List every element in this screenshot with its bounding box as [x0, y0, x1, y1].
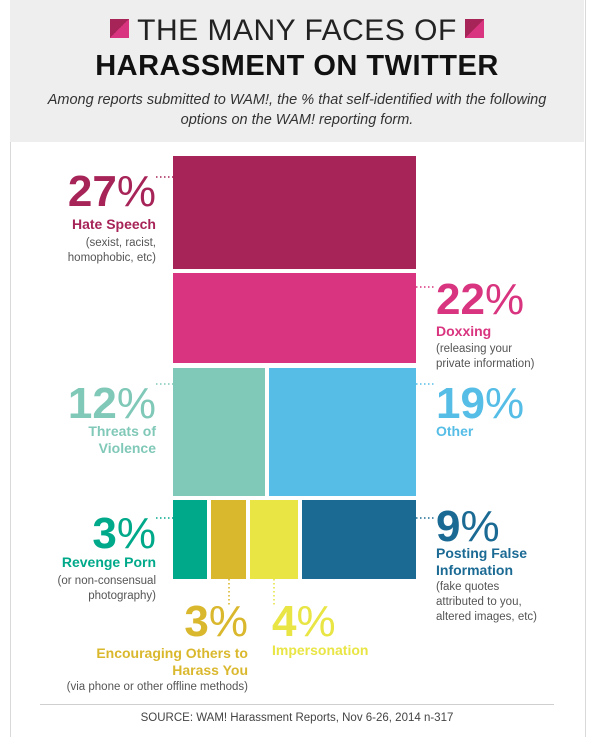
percent-doxxing: 22%	[436, 278, 576, 322]
label-posting-false-information: Posting False	[436, 545, 528, 561]
tile-revenge-porn	[173, 500, 207, 579]
percent-value: 3	[184, 597, 209, 646]
square-icon	[110, 19, 130, 38]
tile-impersonation	[250, 500, 298, 579]
note-hate-speech: homophobic, etc)	[67, 252, 156, 264]
label-impersonation: Impersonation	[272, 642, 369, 658]
tile-posting-false-information	[302, 500, 416, 579]
square-icon	[464, 19, 484, 38]
header: THE MANY FACES OF HARASSMENT ON TWITTER …	[10, 0, 584, 142]
note-posting-false-information: altered images, etc)	[436, 611, 537, 623]
note-revenge-porn: (or non-consensual	[57, 575, 156, 587]
percent-impersonation: 4%	[272, 600, 422, 644]
percent-posting-false-information: 9%	[436, 505, 576, 549]
source-note: SOURCE: WAM! Harassment Reports, Nov 6-2…	[140, 712, 454, 724]
note-posting-false-information: attributed to you,	[436, 596, 522, 608]
percent-value: 19	[436, 379, 485, 428]
label-revenge-porn: Revenge Porn	[61, 554, 156, 570]
label-hate-speech: Hate Speech	[71, 216, 156, 232]
percent-value: 27	[67, 167, 117, 216]
note-posting-false-information: (fake quotes	[436, 581, 500, 593]
label-encouraging-others-to-harass-you: Encouraging Others to	[96, 645, 248, 661]
title-line-1: THE MANY FACES OF	[10, 14, 584, 48]
percent-value: 3	[92, 509, 117, 558]
tile-encouraging-others-to-harass-you	[211, 500, 246, 579]
label-doxxing: Doxxing	[436, 323, 492, 339]
percent-other: 19%	[436, 382, 576, 426]
label-threats-of-violence: Violence	[98, 440, 156, 456]
percent-sign: %	[116, 509, 156, 558]
note-encouraging-others-to-harass-you: (via phone or other offline methods)	[66, 681, 248, 693]
percent-value: 12	[67, 379, 117, 428]
percent-hate-speech: 27%	[20, 170, 156, 214]
note-revenge-porn: photography)	[88, 590, 156, 602]
percent-sign: %	[484, 379, 525, 428]
note-doxxing: private information)	[436, 358, 535, 370]
percent-value: 4	[272, 597, 297, 646]
tile-threats-of-violence	[173, 368, 265, 496]
title-line-2: HARASSMENT ON TWITTER	[95, 50, 499, 82]
percent-threats-of-violence: 12%	[20, 382, 156, 426]
percent-encouraging-others-to-harass-you: 3%	[20, 600, 248, 644]
tile-other	[269, 368, 416, 496]
percent-revenge-porn: 3%	[20, 512, 156, 556]
percent-value: 9	[436, 502, 461, 551]
label-posting-false-information: Information	[436, 562, 513, 578]
label-encouraging-others-to-harass-you: Harass You	[172, 662, 248, 678]
percent-sign: %	[296, 597, 336, 646]
source-divider	[40, 704, 554, 705]
percent-sign: %	[460, 502, 500, 551]
percent-sign: %	[116, 167, 156, 216]
tile-doxxing	[173, 273, 416, 363]
percent-sign: %	[208, 597, 248, 646]
note-hate-speech: (sexist, racist,	[85, 237, 156, 249]
title-line-1-text: THE MANY FACES OF	[137, 14, 457, 47]
percent-sign: %	[116, 379, 156, 428]
percent-sign: %	[484, 275, 525, 324]
label-other: Other	[436, 423, 474, 439]
percent-value: 22	[436, 275, 485, 324]
subtitle: Among reports submitted to WAM!, the % t…	[47, 92, 547, 128]
tile-hate-speech	[173, 156, 416, 269]
note-doxxing: (releasing your	[436, 343, 513, 355]
label-threats-of-violence: Threats of	[88, 423, 156, 439]
